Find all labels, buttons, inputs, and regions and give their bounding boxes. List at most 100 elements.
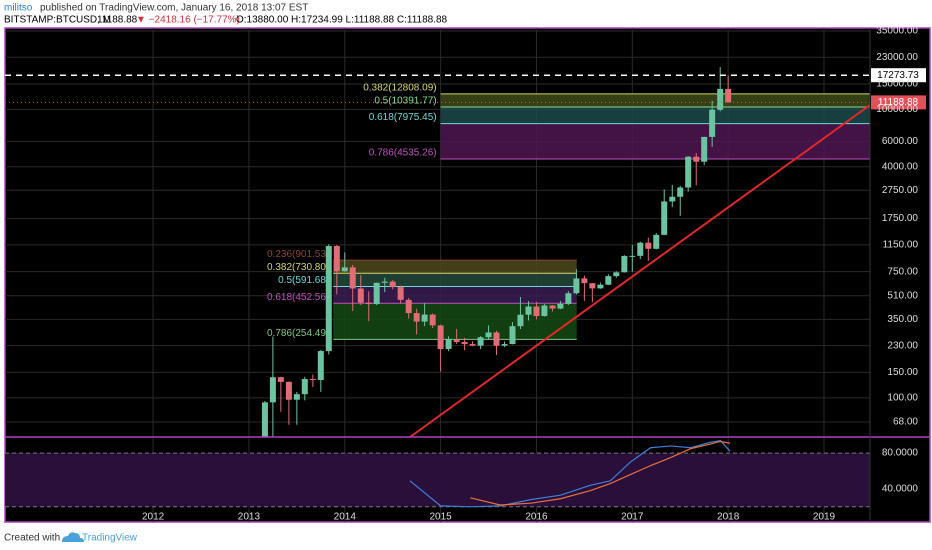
price-label-box — [871, 95, 926, 110]
candle-body — [453, 339, 460, 342]
indicator-line — [409, 439, 731, 508]
band-fill — [5, 453, 870, 507]
fib-label: 0.5(10391.77) — [374, 96, 436, 107]
fib-zone — [440, 93, 870, 108]
y-tick-label: 68.00 — [893, 417, 918, 428]
candle-body — [613, 272, 620, 277]
candle-body — [317, 351, 324, 380]
candle-body — [405, 299, 412, 314]
fib-zone — [333, 286, 577, 304]
candle-body — [629, 255, 636, 257]
candle-body — [517, 314, 524, 327]
candle-body — [445, 339, 452, 350]
y-tick-label: 1150.00 — [883, 240, 919, 251]
x-tick-label: 2016 — [525, 512, 548, 523]
y-tick-label: 1750.00 — [882, 213, 919, 224]
candle-body — [717, 88, 724, 110]
candle-body — [645, 242, 652, 249]
candle-body — [333, 246, 340, 272]
candle-body — [565, 293, 572, 304]
fib-zone — [333, 260, 577, 274]
y-tick-label: 750.00 — [887, 266, 918, 277]
price-label: 11188.88 — [878, 97, 919, 108]
candle-body — [421, 314, 428, 322]
y-tick-label: 100.00 — [887, 392, 918, 403]
author[interactable]: militso — [4, 3, 33, 14]
fib-zone — [333, 273, 577, 287]
y-tick-label: 4000.00 — [882, 161, 919, 172]
candle-body — [597, 284, 604, 289]
candle-body — [493, 332, 500, 346]
fib-label: 0.786(4535.26) — [369, 148, 437, 159]
x-tick-label: 2017 — [621, 512, 644, 523]
candle-body — [637, 242, 644, 256]
candle-body — [477, 337, 484, 346]
candle-body — [533, 306, 540, 317]
x-tick-label: 2013 — [238, 512, 261, 523]
candle-body — [541, 305, 548, 317]
trend-line — [409, 104, 870, 437]
candle-body — [341, 267, 348, 272]
indicator-line — [470, 440, 731, 506]
fib-label: 0.618(452.56) — [267, 292, 329, 303]
fib-zone — [440, 107, 870, 124]
fib-label: 0.382(12808.09) — [363, 83, 436, 94]
candle-body — [413, 313, 420, 322]
candle-body — [373, 282, 380, 305]
candle-body — [605, 276, 612, 285]
y-tick-label: 10000.00 — [876, 104, 918, 115]
fib-label: 0.236(901.53) — [267, 249, 329, 260]
fib-label: 0.618(7975.45) — [369, 112, 437, 123]
candle-body — [525, 306, 532, 315]
candle-body — [501, 344, 508, 346]
footer-brand[interactable]: TradingView — [82, 533, 138, 544]
candle-body — [461, 341, 468, 345]
candle-body — [557, 303, 564, 309]
y-tick-label: 350.00 — [887, 314, 918, 325]
footer-created: Created with — [4, 533, 60, 544]
x-tick-label: 2015 — [429, 512, 452, 523]
candle-body — [325, 246, 332, 352]
y-tick-label: 15000.00 — [876, 79, 918, 90]
candle-body — [573, 278, 580, 294]
candle-body — [285, 381, 292, 400]
y2-tick-label: 40.0000 — [882, 484, 919, 495]
y-tick-label: 23000.00 — [876, 52, 918, 63]
candle-body — [381, 281, 388, 283]
candle-body — [469, 344, 476, 346]
price-label: 17273.73 — [877, 70, 919, 81]
candle-body — [277, 377, 284, 382]
candle-body — [661, 201, 668, 235]
fib-label: 0.382(730.80) — [267, 262, 329, 273]
candle-body — [669, 196, 676, 202]
candle-body — [309, 379, 316, 381]
candle-body — [621, 255, 628, 273]
fib-label: 0.786(254.49) — [267, 328, 329, 339]
candle-body — [509, 326, 516, 345]
candle-body — [485, 332, 492, 338]
x-tick-label: 2018 — [717, 512, 740, 523]
candle-body — [653, 234, 660, 249]
symbol: BITSTAMP:BTCUSD, M — [4, 15, 111, 26]
fib-zone — [333, 303, 577, 340]
published: published on TradingView.com, January 16… — [40, 3, 308, 14]
candle-body — [269, 377, 276, 403]
candle-body — [293, 394, 300, 400]
candle-body — [709, 109, 716, 137]
y-tick-label: 2750.00 — [882, 185, 919, 196]
candle-body — [397, 287, 404, 300]
y-tick-label: 150.00 — [887, 367, 918, 378]
change: ▼ −2418.16 (−17.77%) — [136, 15, 240, 26]
candle-body — [357, 288, 364, 303]
tradingview-logo[interactable] — [62, 532, 84, 542]
x-tick-label: 2019 — [813, 512, 836, 523]
candle-body — [389, 281, 396, 288]
y2-tick-label: 80.0000 — [882, 448, 919, 459]
candle-body — [429, 314, 436, 326]
y-tick-label: 230.00 — [887, 340, 918, 351]
y-tick-label: 6000.00 — [882, 136, 919, 147]
fib-label: 0.5(591.68) — [278, 275, 329, 286]
candle-body — [301, 379, 308, 395]
